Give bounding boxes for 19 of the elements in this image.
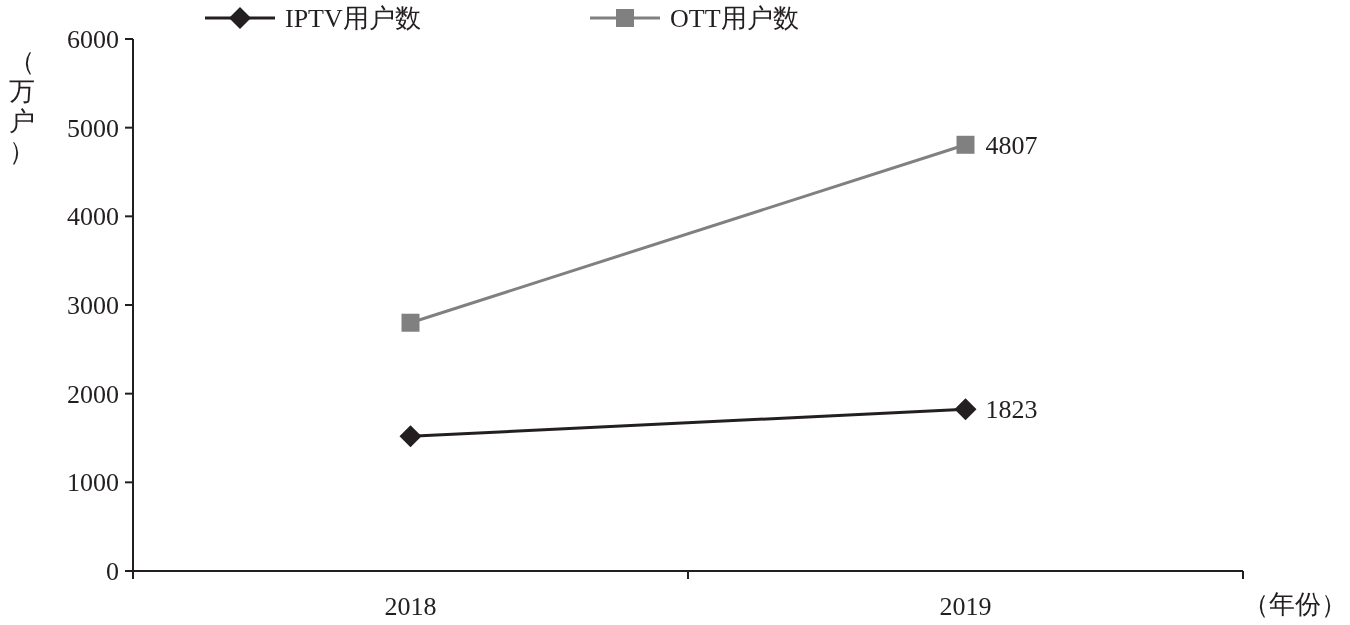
y-tick-label: 6000: [67, 25, 119, 54]
point: [399, 425, 422, 448]
y-tick-label: 2000: [67, 379, 119, 409]
data-label: 4807: [985, 130, 1038, 160]
y-tick-label: 4000: [67, 202, 119, 232]
y-tick-label: 5000: [67, 113, 119, 143]
y-tick-label: 1000: [67, 468, 119, 498]
y-axis-title: （万户）: [9, 47, 35, 166]
legend-label: OTT用户数: [670, 4, 799, 33]
legend-label: IPTV用户数: [285, 4, 421, 33]
data-label: 1823: [985, 395, 1038, 425]
x-tick-label: 2018: [384, 592, 437, 621]
x-tick-label: 2019: [939, 592, 992, 621]
x-axis-title: （年份）: [1243, 590, 1347, 619]
point: [401, 313, 420, 332]
y-tick-label: 0: [106, 557, 119, 586]
point: [956, 135, 975, 154]
y-tick-label: 3000: [67, 291, 119, 320]
point: [954, 398, 977, 421]
